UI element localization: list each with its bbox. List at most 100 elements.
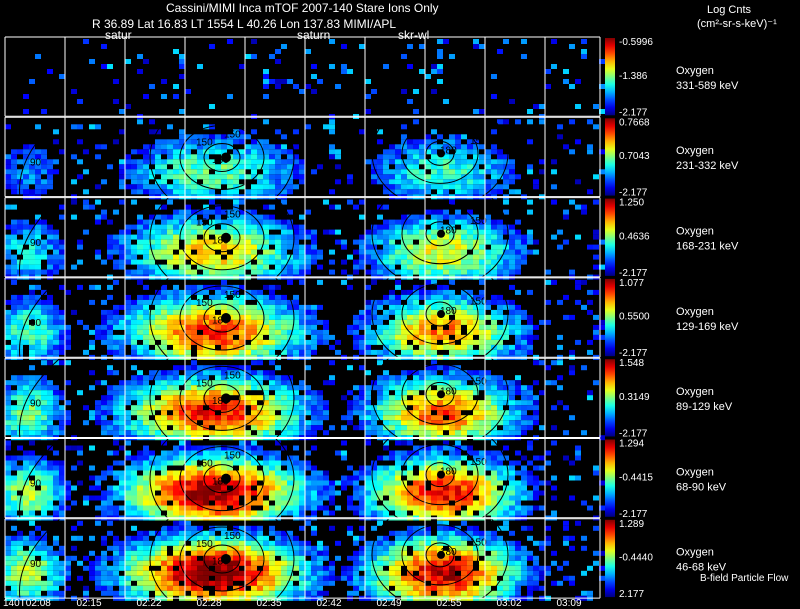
contour-label: 180 [212, 396, 229, 407]
contour-label: 150 [196, 378, 213, 389]
colorbar-max: 1.294 [619, 439, 644, 450]
colorbar-min: -2.177 [619, 268, 648, 279]
colorbar-mid: -0.4440 [619, 553, 653, 564]
colorbar-min: -2.177 [619, 188, 648, 199]
contour-label: 150 [196, 298, 213, 309]
colorbar-4 [605, 359, 615, 437]
energy-label: 231-332 keV [676, 160, 739, 172]
units-label: (cm²-sr-s-keV)⁻¹ [697, 18, 777, 30]
colorbar-mid: 0.5500 [619, 312, 650, 323]
panel-1: 180 150 150 180 150 90 0.7668 0.7043 -2.177 Oxyge… [4, 116, 739, 200]
panel-2: 180 150 150 180 150 90 1.250 0.4636 -2.177 Oxygen… [4, 197, 739, 280]
species-label: Oxygen [676, 65, 714, 77]
species-label: Oxygen [676, 386, 714, 398]
colorbar-5 [605, 439, 615, 517]
contour-label: 150 [470, 296, 487, 307]
panel-5: 180 150 150 180 150 90 1.294 -0.4415 -2.177 Oxyge… [4, 438, 727, 521]
energy-label: 331-589 keV [676, 80, 739, 92]
colorbar-max: 1.548 [619, 358, 644, 369]
contour-label: 180 [440, 386, 457, 397]
energy-label: 46-68 keV [676, 562, 727, 574]
contour-label: 150 [470, 537, 487, 548]
colorbar-min: 2.177 [619, 589, 644, 600]
units-title: Log Cnts [707, 4, 752, 16]
contour-label: 150 [196, 539, 213, 550]
species-label: Oxygen [676, 547, 714, 559]
contour-label: 150 [470, 377, 487, 388]
colorbar-min: -2.177 [619, 429, 648, 440]
satur-label-3: skr-wl [398, 28, 430, 42]
contour-label: 150 [224, 129, 241, 140]
contour-label: 180 [212, 476, 229, 487]
contour-label: 90 [30, 157, 42, 168]
contour-label: 150 [470, 457, 487, 468]
species-label: Oxygen [676, 226, 714, 238]
panel-6: 180 150 150 180 150 90 1.289 -0.4440 2.177 Oxygen… [4, 518, 727, 601]
x-tick-label: 02:49 [376, 598, 401, 609]
colorbar-mid: 0.7043 [619, 151, 650, 162]
contour-label: 150 [196, 137, 213, 148]
contour-label: 180 [440, 306, 457, 317]
contour-label: 150 [470, 216, 487, 227]
contour-label: 90 [30, 398, 42, 409]
colorbar-max: 1.250 [619, 198, 644, 209]
panel-3: 180 150 150 180 150 90 1.077 0.5500 -2.177 Oxygen… [4, 277, 739, 360]
x-tick-label: 02:42 [316, 598, 341, 609]
contour-label: 90 [30, 318, 42, 329]
contour-label: 90 [30, 479, 42, 490]
colorbar-max: 1.289 [619, 519, 644, 530]
contour-label: 150 [470, 136, 487, 147]
contour-label: 180 [440, 547, 457, 558]
contour-label: 150 [196, 218, 213, 229]
colorbar-min: -2.177 [619, 107, 648, 118]
contour-label: 180 [440, 467, 457, 478]
colorbar-max: -0.5996 [619, 37, 653, 48]
chart-subtitle: R 36.89 Lat 16.83 LT 1554 L 40.26 Lon 13… [92, 17, 396, 31]
colorbar-6 [605, 519, 615, 598]
colorbar-1 [605, 118, 615, 196]
energy-label: 89-129 keV [676, 401, 733, 413]
energy-label: 168-231 keV [676, 241, 739, 253]
colorbar-min: -2.177 [619, 348, 648, 359]
colorbar-0 [605, 38, 615, 116]
panel-0: -0.5996 -1.386 -2.177 Oxygen 331-589 keV [4, 36, 739, 119]
contour-label: 180 [212, 316, 229, 327]
x-tick-label: 03:02 [496, 598, 521, 609]
x-tick-label: 02:15 [76, 598, 101, 609]
flow-label: B-field Particle Flow [700, 573, 789, 584]
contour-label: 180 [212, 557, 229, 568]
x-tick-label: 02:22 [136, 598, 161, 609]
x-tick-label: 03:09 [556, 598, 581, 609]
contour-label: 150 [224, 451, 241, 462]
colorbar-min: -2.177 [619, 509, 648, 520]
colorbar-mid: -1.386 [619, 71, 648, 82]
contour-label: 150 [196, 459, 213, 470]
x-tick-label: 02:28 [196, 598, 221, 609]
species-label: Oxygen [676, 145, 714, 157]
contour-label: 180 [212, 235, 229, 246]
contour-label: 90 [30, 559, 42, 570]
contour-label: 180 [212, 155, 229, 166]
energy-label: 68-90 keV [676, 481, 727, 493]
contour-label: 150 [224, 290, 241, 301]
x-tick-label: 02:55 [436, 598, 461, 609]
contour-label: 150 [224, 531, 241, 542]
colorbar-max: 0.7668 [619, 117, 650, 128]
colorbar-mid: 0.4636 [619, 231, 650, 242]
contour-label: 180 [440, 145, 457, 156]
x-tick-label: 02:35 [256, 598, 281, 609]
chart-title: Cassini/MIMI Inca mTOF 2007-140 Stare Io… [166, 1, 439, 15]
colorbar-mid: 0.3149 [619, 392, 650, 403]
x-tick-label: 140T02:08 [3, 598, 51, 609]
species-label: Oxygen [676, 306, 714, 318]
energy-label: 129-169 keV [676, 321, 739, 333]
contour-label: 150 [224, 370, 241, 381]
contour-label: 90 [30, 238, 42, 249]
panel-4: 180 150 150 180 150 90 1.548 0.3149 -2.177 Oxygen… [4, 357, 733, 441]
species-label: Oxygen [676, 466, 714, 478]
contour-label: 150 [224, 210, 241, 221]
colorbar-mid: -0.4415 [619, 472, 653, 483]
colorbar-2 [605, 198, 615, 276]
colorbar-3 [605, 278, 615, 357]
